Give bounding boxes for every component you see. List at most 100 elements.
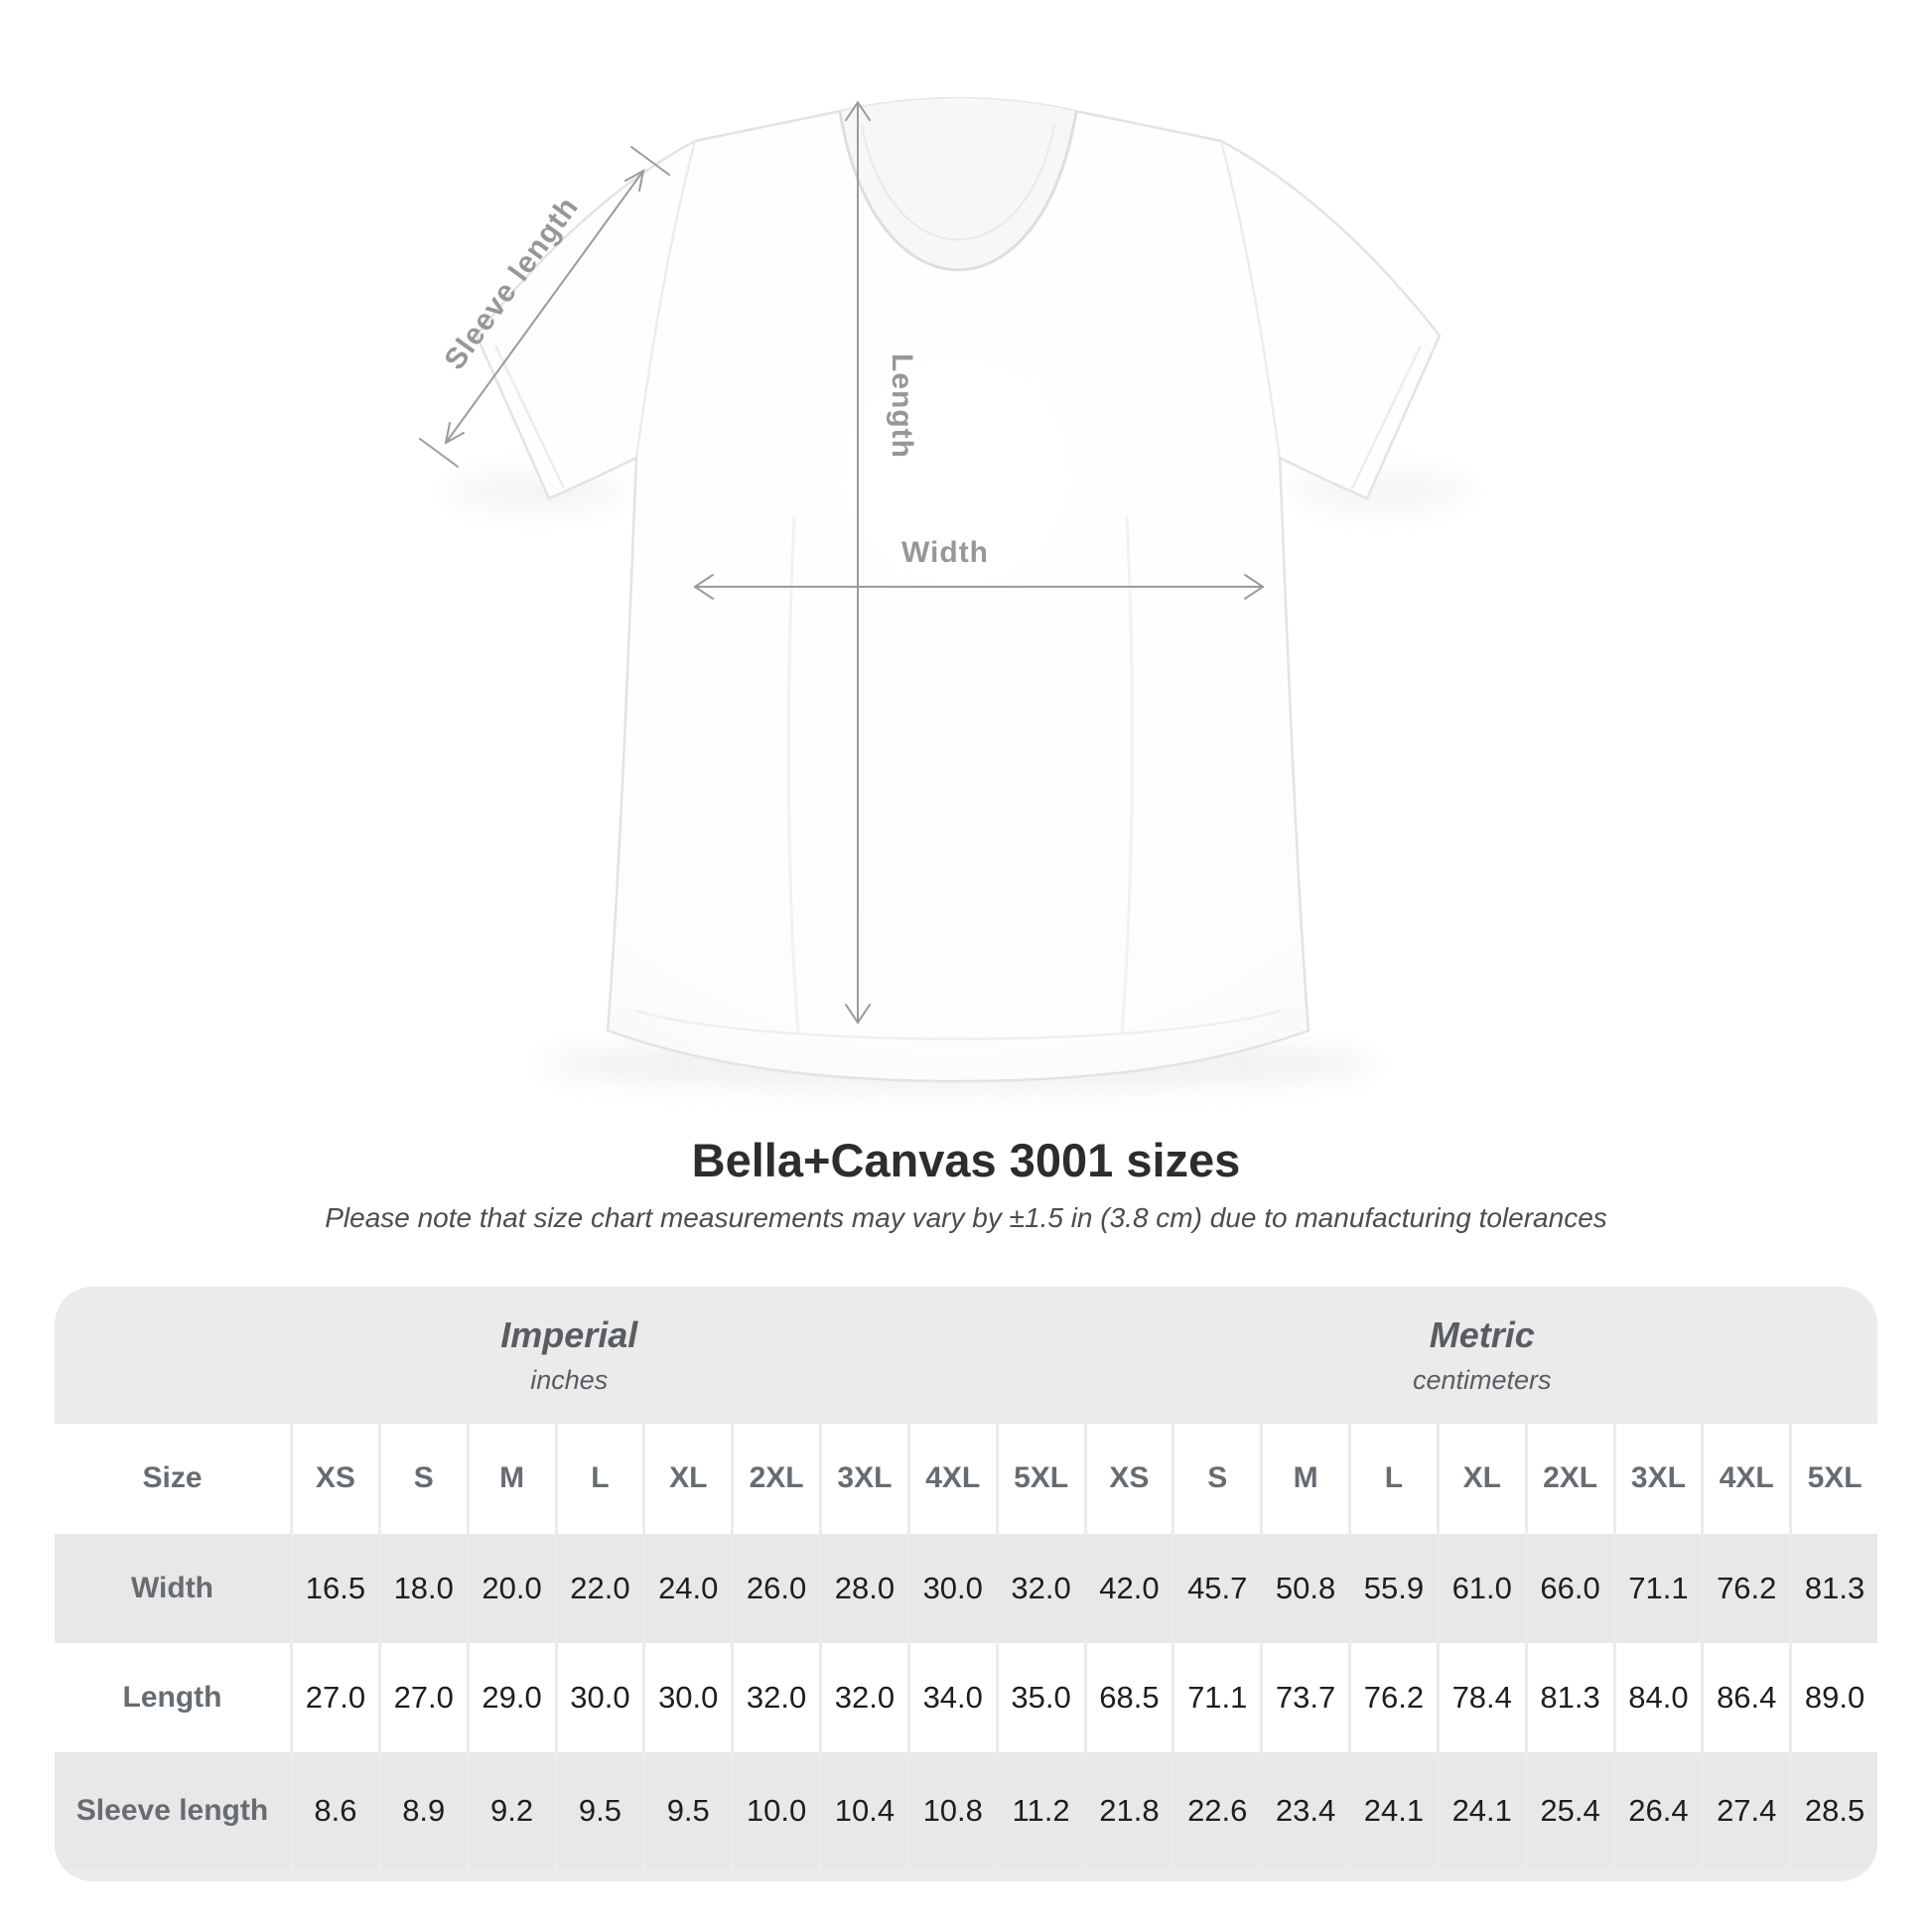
column-header-imperial-xs: XS [293, 1423, 378, 1534]
armhole-seam-right [1219, 140, 1282, 459]
size-value: 66.0 [1527, 1533, 1613, 1643]
collar-inner-seam [861, 124, 1055, 241]
column-header-imperial-3xl: 3XL [822, 1423, 907, 1534]
sleeve-shadow-right [1291, 474, 1469, 509]
size-value: 29.0 [469, 1642, 555, 1752]
size-value: 10.4 [822, 1751, 907, 1869]
column-header-imperial-2xl: 2XL [734, 1423, 819, 1534]
size-value: 71.1 [1615, 1533, 1702, 1643]
size-value: 20.0 [469, 1533, 555, 1643]
size-value: 9.5 [645, 1751, 732, 1869]
width-label: Width [901, 536, 989, 569]
width-arrow [693, 574, 1265, 600]
size-value: 24.1 [1439, 1751, 1525, 1869]
size-value: 10.8 [909, 1751, 996, 1869]
size-value: 45.7 [1174, 1533, 1261, 1643]
size-column-header: Size [55, 1423, 290, 1534]
size-value: 89.0 [1792, 1642, 1877, 1752]
size-value: 42.0 [1086, 1533, 1173, 1643]
column-header-metric-2xl: 2XL [1527, 1423, 1613, 1534]
size-value: 26.4 [1615, 1751, 1702, 1869]
size-value: 84.0 [1615, 1642, 1702, 1752]
tolerance-note: Please note that size chart measurements… [325, 1202, 1607, 1234]
imperial-unit: inches [530, 1364, 609, 1395]
page-title: Bella+Canvas 3001 sizes [691, 1134, 1241, 1186]
row-label-sleeve-length: Sleeve length [55, 1751, 290, 1869]
armhole-seam-left [634, 140, 697, 459]
size-value: 24.0 [645, 1533, 732, 1643]
column-header-metric-s: S [1174, 1423, 1261, 1534]
collar-outer-seam [838, 110, 1078, 271]
size-value: 73.7 [1263, 1642, 1348, 1752]
row-label-width: Width [55, 1533, 290, 1643]
size-value: 21.8 [1086, 1751, 1173, 1869]
length-label: Length [886, 353, 918, 459]
column-header-imperial-5xl: 5XL [998, 1423, 1084, 1534]
size-value: 9.5 [557, 1751, 643, 1869]
column-header-imperial-l: L [557, 1423, 643, 1534]
size-value: 30.0 [909, 1533, 996, 1643]
shirt-diagram-svg: Length Width Sleeve length [419, 96, 1469, 1090]
column-header-imperial-xl: XL [645, 1423, 732, 1534]
size-value: 30.0 [645, 1642, 732, 1752]
size-value: 23.4 [1263, 1751, 1348, 1869]
column-header-metric-5xl: 5XL [1792, 1423, 1877, 1534]
tshirt-illustration [475, 96, 1442, 1083]
size-value: 30.0 [557, 1642, 643, 1752]
hem-stitch [634, 1009, 1282, 1040]
size-value: 50.8 [1263, 1533, 1348, 1643]
column-header-imperial-4xl: 4XL [909, 1423, 996, 1534]
size-value: 25.4 [1527, 1751, 1613, 1869]
column-header-metric-m: M [1263, 1423, 1348, 1534]
size-table: Imperial inches Metric centimeters Size X… [55, 1287, 1877, 1869]
size-value: 71.1 [1174, 1642, 1261, 1752]
length-arrow [845, 100, 871, 1025]
column-header-metric-3xl: 3XL [1615, 1423, 1702, 1534]
unit-group-imperial: Imperial inches [55, 1287, 1084, 1424]
size-value: 8.9 [380, 1751, 467, 1869]
size-value: 22.0 [557, 1533, 643, 1643]
size-value: 35.0 [998, 1642, 1084, 1752]
size-value: 22.6 [1174, 1751, 1261, 1869]
size-value: 76.2 [1351, 1642, 1437, 1752]
metric-unit: centimeters [1412, 1364, 1552, 1395]
neck-opening [840, 98, 1076, 270]
cuff-seam-left [493, 345, 566, 489]
wrinkle-left [786, 515, 800, 1034]
size-value: 32.0 [822, 1642, 907, 1752]
size-value: 18.0 [380, 1533, 467, 1643]
column-header-imperial-s: S [380, 1423, 467, 1534]
size-value: 78.4 [1439, 1642, 1525, 1752]
size-value: 76.2 [1704, 1533, 1790, 1643]
size-value: 28.0 [822, 1533, 907, 1643]
sleeve-shadow-left [447, 474, 625, 509]
size-value: 61.0 [1439, 1533, 1525, 1643]
size-value: 27.0 [293, 1642, 378, 1752]
row-label-length: Length [55, 1642, 290, 1752]
size-value: 10.0 [734, 1751, 819, 1869]
shirt-measurement-diagram: Length Width Sleeve length [419, 96, 1469, 1090]
unit-group-metric: Metric centimeters [1087, 1287, 1878, 1424]
size-value: 26.0 [734, 1533, 819, 1643]
size-value: 24.1 [1351, 1751, 1437, 1869]
size-value: 32.0 [734, 1642, 819, 1752]
size-value: 16.5 [293, 1533, 378, 1643]
size-value: 8.6 [293, 1751, 378, 1869]
size-value: 32.0 [998, 1533, 1084, 1643]
column-header-metric-xs: XS [1086, 1423, 1173, 1534]
size-value: 81.3 [1792, 1533, 1877, 1643]
column-header-metric-4xl: 4XL [1704, 1423, 1790, 1534]
imperial-label: Imperial [500, 1313, 638, 1355]
size-value: 34.0 [909, 1642, 996, 1752]
metric-label: Metric [1429, 1313, 1535, 1355]
sleeve-length-arrow [419, 146, 670, 468]
column-header-imperial-m: M [469, 1423, 555, 1534]
size-value: 86.4 [1704, 1642, 1790, 1752]
size-value: 68.5 [1086, 1642, 1173, 1752]
size-value: 27.4 [1704, 1751, 1790, 1869]
size-value: 55.9 [1351, 1533, 1437, 1643]
size-table-card: Imperial inches Metric centimeters Size X… [55, 1286, 1877, 1881]
size-value: 28.5 [1792, 1751, 1877, 1869]
size-value: 27.0 [380, 1642, 467, 1752]
